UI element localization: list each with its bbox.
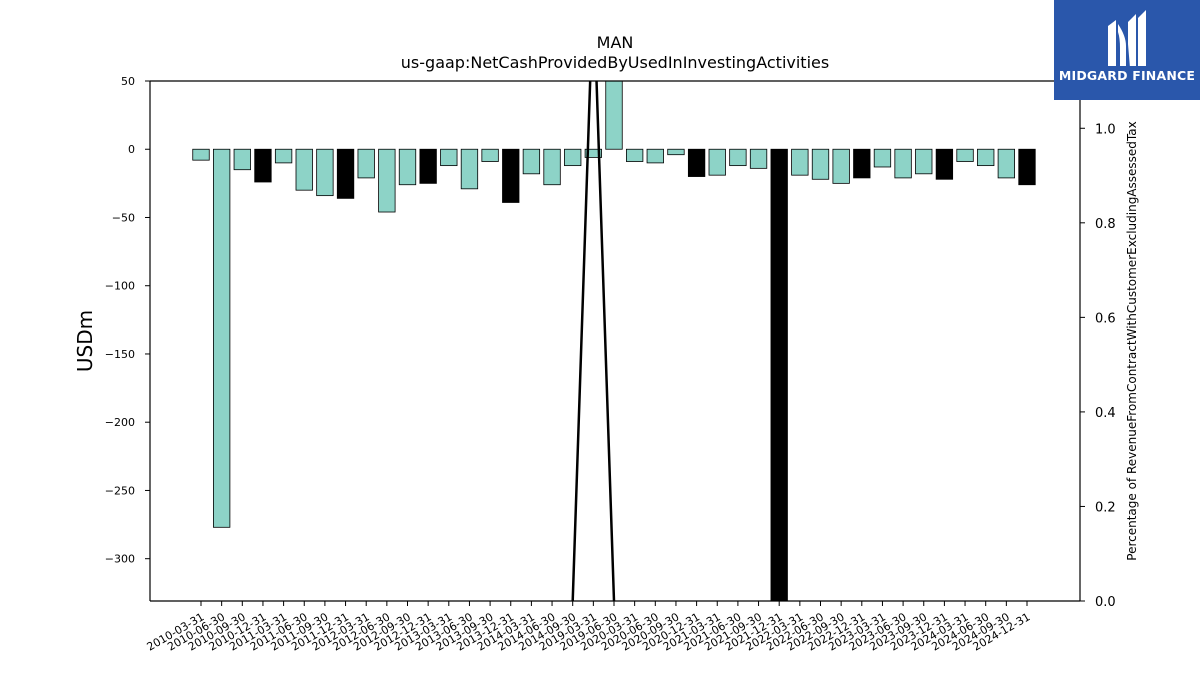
bar-2010-03-31	[192, 148, 210, 161]
bar-2011-12-31	[336, 148, 355, 199]
y-tick-label: −250	[105, 484, 135, 497]
bar-2013-06-30	[460, 148, 479, 190]
logo-text: MIDGARD FINANCE	[1058, 68, 1196, 83]
y2-tick-label: 0.6	[1095, 311, 1116, 326]
bar-2024-09-30	[997, 148, 1015, 179]
bar-2010-12-31	[254, 148, 272, 183]
bar-2022-03-31	[791, 148, 809, 176]
y-axis-label: USDm	[73, 310, 97, 372]
bar-2012-12-31	[419, 148, 437, 184]
bar-2010-09-30	[233, 148, 251, 171]
bar-2024-03-31	[956, 148, 974, 162]
chart-title: MAN	[597, 33, 634, 52]
bar-2020-06-30	[646, 148, 664, 164]
bar-2020-12-31	[687, 148, 706, 177]
plot-area: 50 0 −50 −100 −150 −200 −250 −300 0.0 0.2 0.4 0.6 0.…	[105, 75, 1116, 654]
y-tick-label: −150	[105, 348, 135, 361]
y2-tick-label: 0.4	[1095, 406, 1116, 421]
y2-tick-label: 0.8	[1095, 217, 1116, 232]
bar-2014-06-30	[543, 148, 561, 186]
bar-2012-03-31	[357, 148, 375, 179]
y-tick-label: −50	[112, 211, 135, 224]
bar-2022-09-30	[832, 148, 850, 184]
bar-2021-12-31	[770, 148, 788, 602]
bar-2010-06-30	[212, 148, 231, 528]
bar-2021-03-31	[708, 148, 726, 176]
bar-2012-09-30	[398, 148, 417, 186]
bar-2023-03-31	[873, 148, 892, 168]
bar-2019-06-30	[605, 80, 623, 150]
bar-2011-03-31	[274, 148, 293, 164]
bar-2014-03-31	[522, 148, 541, 175]
bar-2023-06-30	[894, 148, 912, 179]
y-tick-label: −100	[105, 280, 135, 293]
y-tick-label: −300	[105, 553, 135, 566]
bar-2023-09-30	[915, 148, 933, 175]
bar-2022-06-30	[811, 148, 830, 180]
bar-2022-12-31	[853, 148, 871, 179]
ratio-line	[571, 81, 616, 601]
bar-2021-09-30	[749, 148, 768, 169]
bar-2014-09-30	[564, 148, 582, 167]
y2-tick-label: 1.0	[1095, 122, 1116, 137]
bar-2023-12-31	[935, 148, 954, 180]
bar-2013-09-30	[481, 148, 499, 162]
bar-2019-03-31	[584, 148, 602, 158]
bar-2020-03-31	[626, 148, 644, 162]
bar-2021-06-30	[729, 148, 747, 167]
y-tick-label: 0	[128, 143, 135, 156]
y2-tick-label: 0.2	[1095, 500, 1116, 515]
y-tick-label: 50	[121, 75, 135, 88]
logo-mark-icon	[1108, 10, 1146, 66]
y-tick-label: −200	[105, 416, 135, 429]
bar-2024-06-30	[977, 148, 995, 167]
y2-tick-label: 0.0	[1095, 595, 1116, 610]
bar-2011-09-30	[316, 148, 334, 197]
midgard-finance-logo: MIDGARD FINANCE	[1054, 0, 1200, 100]
bar-2020-09-30	[667, 148, 685, 156]
bar-2012-06-30	[378, 148, 396, 213]
chart-subtitle: us-gaap:NetCashProvidedByUsedInInvesting…	[401, 53, 829, 72]
bar-2013-12-31	[502, 148, 520, 203]
bar-2024-12-31	[1018, 148, 1036, 186]
bar-2011-06-30	[295, 148, 313, 191]
bar-2013-03-31	[440, 148, 458, 167]
y2-axis-label: Percentage of RevenueFromContractWithCus…	[1125, 121, 1139, 560]
